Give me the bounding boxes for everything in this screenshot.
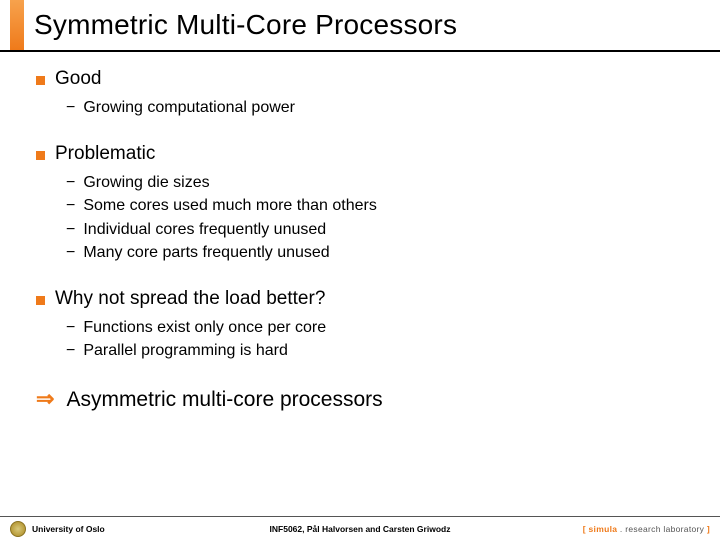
section-heading-text: Good xyxy=(55,68,101,90)
slide-title: Symmetric Multi-Core Processors xyxy=(34,9,457,41)
slide-content: Good − Growing computational power Probl… xyxy=(0,52,720,412)
list-item: − Growing die sizes xyxy=(66,171,696,194)
footer: University of Oslo INF5062, Pål Halvorse… xyxy=(0,516,720,540)
list-item-text: Functions exist only once per core xyxy=(83,316,326,339)
section-whynot: Why not spread the load better? − Functi… xyxy=(36,288,696,362)
section-heading-text: Problematic xyxy=(55,143,155,165)
title-accent xyxy=(10,0,24,50)
footer-center: INF5062, Pål Halvorsen and Carsten Griwo… xyxy=(270,524,451,534)
list-item: − Parallel programming is hard xyxy=(66,339,696,362)
dash-icon: − xyxy=(66,316,75,339)
square-bullet-icon xyxy=(36,151,45,160)
lab-text: research laboratory xyxy=(625,524,704,534)
list-item-text: Parallel programming is hard xyxy=(83,339,288,362)
conclusion: ⇒ Asymmetric multi-core processors xyxy=(36,386,696,412)
section-heading: Problematic xyxy=(36,143,696,165)
section-heading-text: Why not spread the load better? xyxy=(55,288,325,310)
title-bar: Symmetric Multi-Core Processors xyxy=(0,0,720,52)
section-problematic: Problematic − Growing die sizes − Some c… xyxy=(36,143,696,264)
dash-icon: − xyxy=(66,218,75,241)
list-item: − Growing computational power xyxy=(66,96,696,119)
square-bullet-icon xyxy=(36,76,45,85)
footer-left-text: University of Oslo xyxy=(32,524,105,534)
list-item-text: Individual cores frequently unused xyxy=(83,218,326,241)
dash-icon: − xyxy=(66,339,75,362)
slide: Symmetric Multi-Core Processors Good − G… xyxy=(0,0,720,540)
list-item-text: Growing die sizes xyxy=(83,171,209,194)
section-heading: Why not spread the load better? xyxy=(36,288,696,310)
list-item: − Individual cores frequently unused xyxy=(66,218,696,241)
list-item-text: Some cores used much more than others xyxy=(83,194,376,217)
sub-list: − Functions exist only once per core − P… xyxy=(36,316,696,362)
university-seal-icon xyxy=(10,521,26,537)
list-item-text: Many core parts frequently unused xyxy=(83,241,329,264)
simula-text: simula xyxy=(589,524,618,534)
dash-icon: − xyxy=(66,171,75,194)
bracket-close: ] xyxy=(704,524,710,534)
section-good: Good − Growing computational power xyxy=(36,68,696,119)
list-item: − Some cores used much more than others xyxy=(66,194,696,217)
footer-left: University of Oslo xyxy=(10,521,105,537)
sub-list: − Growing computational power xyxy=(36,96,696,119)
sub-list: − Growing die sizes − Some cores used mu… xyxy=(36,171,696,264)
list-item: − Many core parts frequently unused xyxy=(66,241,696,264)
arrow-icon: ⇒ xyxy=(36,386,54,412)
square-bullet-icon xyxy=(36,296,45,305)
list-item: − Functions exist only once per core xyxy=(66,316,696,339)
list-item-text: Growing computational power xyxy=(83,96,295,119)
conclusion-text: Asymmetric multi-core processors xyxy=(66,388,382,412)
dash-icon: − xyxy=(66,96,75,119)
dash-icon: − xyxy=(66,241,75,264)
section-heading: Good xyxy=(36,68,696,90)
footer-right: [ simula . research laboratory ] xyxy=(583,524,710,534)
dash-icon: − xyxy=(66,194,75,217)
